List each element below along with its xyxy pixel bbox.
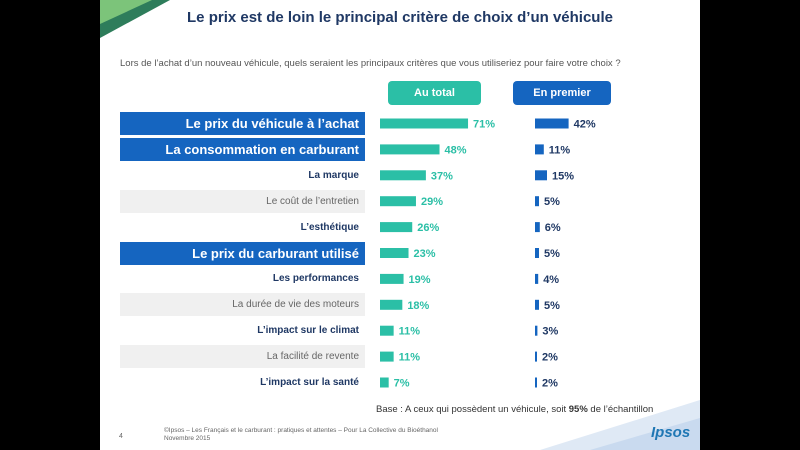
bar-first xyxy=(535,222,540,233)
survey-question: Lors de l’achat d’un nouveau véhicule, q… xyxy=(120,58,621,69)
data-label-first: 4% xyxy=(543,274,559,286)
corner-decoration xyxy=(100,0,170,38)
data-label-total: 48% xyxy=(445,144,467,156)
category-label: La consommation en carburant xyxy=(120,137,365,161)
bar-total xyxy=(380,144,440,155)
slide-title: Le prix est de loin le principal critère… xyxy=(187,9,613,26)
category-label: Le coût de l’entretien xyxy=(120,189,365,213)
base-note-post: de l’échantillon xyxy=(587,404,654,415)
data-label-total: 11% xyxy=(399,326,421,338)
bar-total xyxy=(380,248,409,258)
bar-first xyxy=(535,118,569,129)
category-label: La facilité de revente xyxy=(120,345,365,369)
footer-text: ©Ipsos – Les Français et le carburant : … xyxy=(164,427,438,443)
bar-first xyxy=(535,144,544,155)
data-label-first: 2% xyxy=(542,352,558,364)
data-label-first: 3% xyxy=(542,326,558,338)
data-label-first: 2% xyxy=(542,378,558,390)
bar-total xyxy=(380,377,389,388)
data-label-total: 71% xyxy=(473,119,495,131)
data-label-total: 29% xyxy=(421,196,443,208)
category-label: Le prix du carburant utilisé xyxy=(120,241,365,265)
base-note-pct: 95% xyxy=(568,404,588,415)
base-note: Base : A ceux qui possèdent un véhicule,… xyxy=(376,404,653,415)
header-total: Au total xyxy=(388,81,481,105)
category-label: L’impact sur le climat xyxy=(257,325,359,337)
bar-total xyxy=(380,118,469,129)
footer-line-1: ©Ipsos – Les Français et le carburant : … xyxy=(164,427,438,434)
bar-first xyxy=(535,299,539,310)
bar-total xyxy=(380,222,413,233)
footer-line-2: Novembre 2015 xyxy=(164,435,211,442)
category-label: La marque xyxy=(308,169,359,181)
data-label-first: 11% xyxy=(549,144,571,156)
bar-total xyxy=(380,351,394,362)
bar-first xyxy=(535,351,537,362)
category-label: Les performances xyxy=(272,273,359,285)
bar-total xyxy=(380,170,426,181)
base-note-pre: Base : A ceux qui possèdent un véhicule,… xyxy=(376,404,569,415)
data-label-total: 11% xyxy=(399,352,421,364)
bar-first xyxy=(535,170,547,181)
data-label-first: 5% xyxy=(544,196,560,208)
bar-total xyxy=(380,299,403,310)
category-label: L’esthétique xyxy=(300,221,359,233)
data-label-first: 42% xyxy=(574,119,596,131)
category-label: La durée de vie des moteurs xyxy=(120,293,365,317)
page-number: 4 xyxy=(119,433,123,440)
corner-decoration-bottom xyxy=(540,400,700,450)
data-label-total: 26% xyxy=(417,222,439,234)
bar-first xyxy=(535,273,539,284)
data-label-total: 19% xyxy=(409,274,431,286)
category-label: L’impact sur la santé xyxy=(260,377,359,388)
bar-first xyxy=(535,248,539,258)
slide: Le prix est de loin le principal critère… xyxy=(100,0,700,450)
data-label-first: 5% xyxy=(544,248,560,260)
bar-first xyxy=(535,325,538,336)
data-label-total: 18% xyxy=(407,300,429,312)
data-label-total: 37% xyxy=(431,170,453,182)
bar-first xyxy=(535,196,539,207)
ipsos-logo: Ipsos xyxy=(651,424,691,441)
data-label-total: 7% xyxy=(394,378,410,390)
bar-first xyxy=(535,377,537,388)
bar-chart: 71% 42% 48% 11% 37% 15% 29% 5% 26% 6% 23% 5% 19% 4% 18… xyxy=(380,118,596,390)
bar-total xyxy=(380,325,394,336)
data-label-first: 15% xyxy=(552,170,574,182)
data-label-first: 6% xyxy=(545,222,561,234)
header-first: En premier xyxy=(513,81,611,105)
data-label-first: 5% xyxy=(544,300,560,312)
data-label-total: 23% xyxy=(414,248,436,260)
bar-total xyxy=(380,273,404,284)
bar-total xyxy=(380,196,416,207)
category-label: Le prix du véhicule à l’achat xyxy=(120,112,365,135)
